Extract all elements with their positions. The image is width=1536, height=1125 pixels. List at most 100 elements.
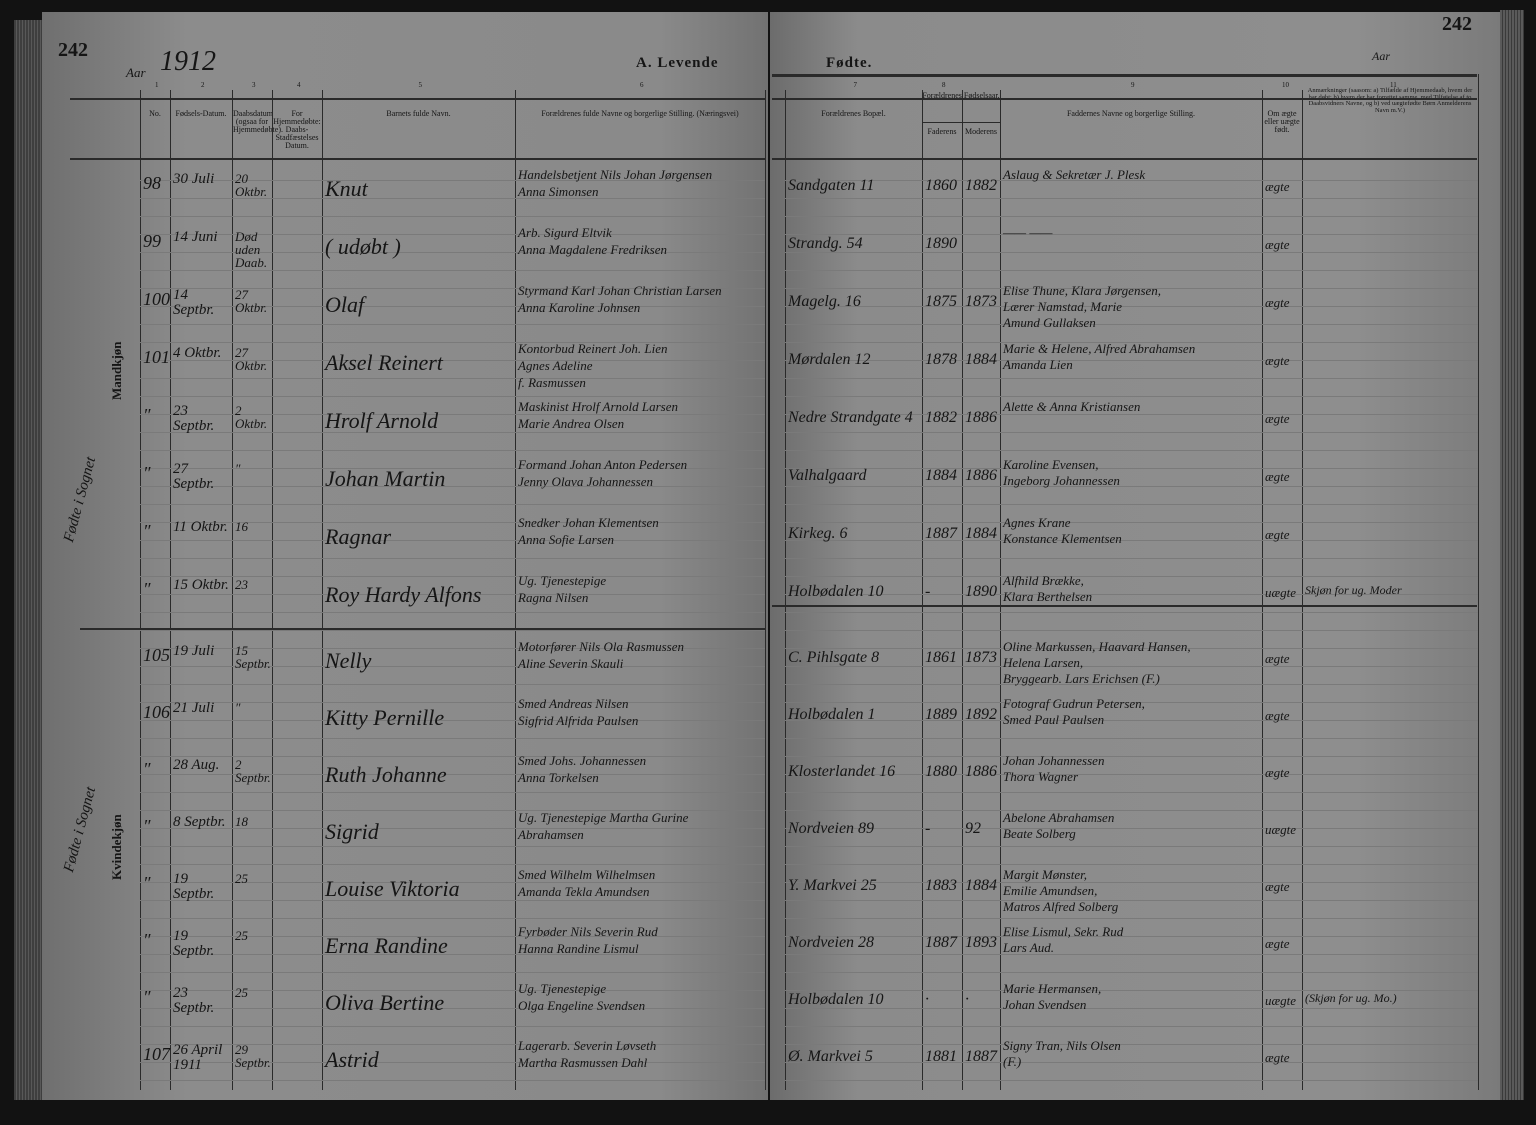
ruling bbox=[140, 774, 765, 775]
baptism-date: ″ bbox=[235, 461, 241, 476]
rule bbox=[772, 605, 1477, 607]
birth-date: 14 Septbr. bbox=[173, 287, 215, 318]
parents: Ragna Nilsen bbox=[518, 590, 589, 605]
column-header: Daabsdatum (ogsaa for Hjemmedøbte). bbox=[233, 109, 283, 134]
ruling bbox=[140, 180, 765, 181]
sponsors: Lars Aud. bbox=[1003, 940, 1055, 955]
ruling bbox=[140, 558, 765, 559]
ruling bbox=[140, 378, 765, 379]
child-name: Johan Martin bbox=[325, 466, 446, 491]
baptism-date: 2 Septbr. bbox=[235, 757, 271, 785]
column-number: 10 bbox=[1282, 81, 1289, 89]
ruling bbox=[140, 1062, 765, 1063]
sponsors: Amund Gullaksen bbox=[1003, 315, 1096, 330]
father-birth-year: 1887 bbox=[925, 525, 957, 542]
child-name: Erna Randine bbox=[325, 933, 448, 958]
rule bbox=[922, 90, 923, 1090]
parents: Smed Wilhelm Wilhelmsen bbox=[518, 867, 656, 882]
ruling bbox=[785, 738, 1478, 739]
residence: Klosterlandet 16 bbox=[788, 763, 896, 780]
parents: Aline Severin Skauli bbox=[518, 656, 624, 671]
baptism-date: 16 bbox=[235, 519, 248, 534]
child-name: Louise Viktoria bbox=[325, 876, 460, 901]
father-birth-year: 1875 bbox=[925, 293, 957, 310]
ruling bbox=[785, 666, 1478, 667]
ruling bbox=[785, 684, 1478, 685]
parents: Sigfrid Alfrida Paulsen bbox=[518, 713, 639, 728]
child-name: Olaf bbox=[325, 292, 365, 317]
ruling bbox=[785, 360, 1478, 361]
sponsors: Smed Paul Paulsen bbox=[1003, 712, 1105, 727]
child-name: Kitty Pernille bbox=[325, 705, 445, 730]
residence: Ø. Markvei 5 bbox=[788, 1048, 873, 1065]
ruling bbox=[140, 414, 765, 415]
sponsors: Ingeborg Johannessen bbox=[1003, 473, 1120, 488]
sponsors: Johan Svendsen bbox=[1003, 997, 1087, 1012]
ruling bbox=[140, 954, 765, 955]
column-number: 4 bbox=[297, 81, 301, 89]
birth-date: 23 Septbr. bbox=[173, 985, 215, 1016]
mother-birth-year: 1873 bbox=[965, 293, 997, 310]
child-name: Knut bbox=[325, 176, 368, 201]
birth-date: 11 Oktbr. bbox=[173, 519, 228, 535]
parents: Ug. Tjenestepige bbox=[518, 981, 607, 996]
sponsors: Klara Berthelsen bbox=[1003, 589, 1093, 604]
baptism-date: 18 bbox=[235, 814, 248, 829]
residence: Holbødalen 1 bbox=[788, 706, 876, 723]
ruling bbox=[785, 864, 1478, 865]
ruling bbox=[140, 396, 765, 397]
year: 1912 bbox=[160, 46, 216, 77]
rule bbox=[272, 90, 273, 1090]
column-number: 9 bbox=[1131, 81, 1135, 89]
ruling bbox=[785, 504, 1478, 505]
father-birth-year: 1878 bbox=[925, 351, 957, 368]
ruling bbox=[140, 990, 765, 991]
ruling bbox=[785, 576, 1478, 577]
father-birth-year: - bbox=[925, 820, 931, 837]
section-label: Kvindekjøn bbox=[109, 814, 124, 880]
rule bbox=[785, 90, 786, 1090]
ruling bbox=[140, 252, 765, 253]
baptism-date: Død uden Daab. bbox=[235, 229, 268, 270]
legitimacy: ægte bbox=[1265, 527, 1290, 542]
entry-number: 100 bbox=[143, 289, 170, 309]
birth-date: 4 Oktbr. bbox=[173, 345, 222, 361]
ruling bbox=[140, 288, 765, 289]
ruling bbox=[785, 792, 1478, 793]
sponsors: Elise Thune, Klara Jørgensen, bbox=[1003, 283, 1162, 298]
rule bbox=[232, 90, 233, 1090]
rule bbox=[1262, 90, 1263, 1090]
column-header: Moderens bbox=[965, 127, 997, 136]
mother-birth-year: 1893 bbox=[965, 934, 997, 951]
legitimacy: ægte bbox=[1265, 1050, 1290, 1065]
entry-number: ″ bbox=[143, 816, 151, 836]
birth-date: 27 Septbr. bbox=[173, 461, 215, 492]
father-birth-year: - bbox=[925, 583, 931, 600]
legitimacy: ægte bbox=[1265, 469, 1290, 484]
ruling bbox=[140, 432, 765, 433]
ruling bbox=[140, 234, 765, 235]
parents: Kontorbud Reinert Joh. Lien bbox=[518, 341, 668, 356]
sponsors: Bryggearb. Lars Erichsen (F.) bbox=[1003, 671, 1160, 686]
ruling bbox=[785, 756, 1478, 757]
child-name: Aksel Reinert bbox=[325, 350, 443, 375]
column-header: Forældrenes fulde Navne og borgerlige St… bbox=[541, 109, 739, 118]
parents: Hanna Randine Lismul bbox=[518, 941, 639, 956]
ruling bbox=[785, 486, 1478, 487]
rule bbox=[1478, 74, 1479, 1090]
ruling bbox=[785, 774, 1478, 775]
rule bbox=[322, 90, 323, 1090]
ruling bbox=[140, 198, 765, 199]
ruling bbox=[140, 1080, 765, 1081]
parents: Fyrbøder Nils Severin Rud bbox=[518, 924, 658, 939]
ruling bbox=[140, 702, 765, 703]
parents: f. Rasmussen bbox=[518, 375, 586, 390]
father-birth-year: 1889 bbox=[925, 706, 957, 723]
ruling bbox=[140, 324, 765, 325]
ruling bbox=[140, 882, 765, 883]
mother-birth-year: 1882 bbox=[965, 177, 997, 194]
sponsors: Fotograf Gudrun Petersen, bbox=[1003, 696, 1145, 711]
residence: Holbødalen 10 bbox=[788, 991, 884, 1008]
ruling bbox=[140, 468, 765, 469]
entry-number: ″ bbox=[143, 579, 151, 599]
